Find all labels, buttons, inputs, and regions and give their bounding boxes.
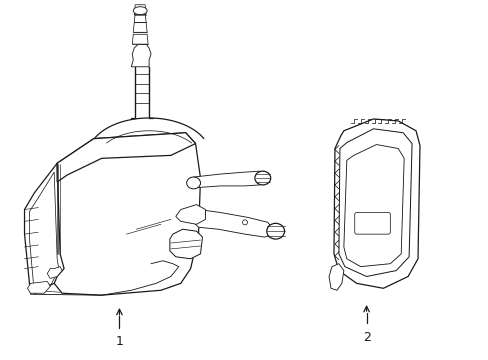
Polygon shape (192, 210, 271, 237)
Polygon shape (24, 163, 64, 293)
Polygon shape (338, 129, 411, 276)
Polygon shape (343, 145, 404, 267)
FancyBboxPatch shape (354, 212, 389, 234)
Polygon shape (134, 5, 146, 15)
Polygon shape (27, 282, 50, 293)
Text: 1: 1 (115, 334, 123, 347)
Polygon shape (47, 267, 62, 278)
Polygon shape (54, 133, 200, 295)
Polygon shape (57, 133, 195, 182)
Polygon shape (175, 204, 205, 224)
Circle shape (242, 220, 247, 225)
Polygon shape (193, 171, 259, 188)
Polygon shape (131, 44, 151, 67)
Ellipse shape (254, 171, 270, 185)
Polygon shape (328, 264, 343, 290)
Text: 2: 2 (362, 330, 370, 344)
Polygon shape (132, 34, 148, 44)
Polygon shape (134, 13, 146, 22)
Ellipse shape (133, 7, 147, 15)
Ellipse shape (186, 177, 200, 189)
Polygon shape (333, 119, 419, 288)
Polygon shape (169, 229, 202, 259)
Polygon shape (133, 22, 147, 32)
Ellipse shape (266, 223, 284, 239)
